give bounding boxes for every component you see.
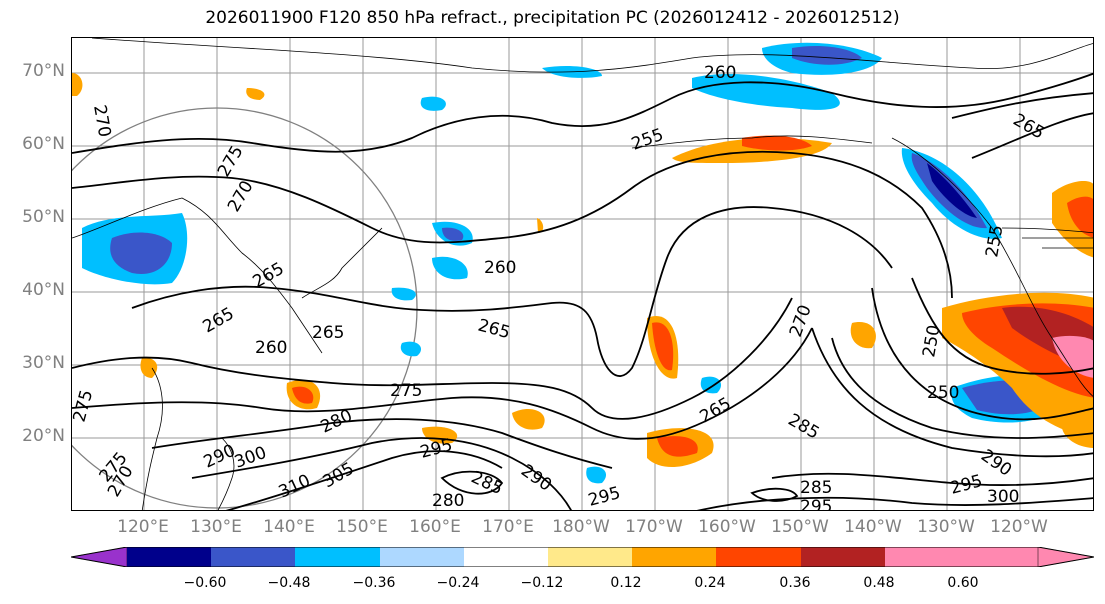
colorbar-segment	[295, 547, 380, 567]
colorbar-segment	[1037, 547, 1094, 567]
lon-label: 150°E	[336, 517, 388, 537]
colorbar-tick: −0.36	[352, 575, 396, 591]
contour-label: 300	[232, 443, 269, 473]
colorbar-segment	[716, 547, 801, 567]
lat-label: 30°N	[22, 353, 65, 373]
contour-label: 265	[312, 323, 344, 343]
contour-label: 310	[276, 471, 314, 503]
lon-label: 170°E	[482, 517, 534, 537]
contour-label: 295	[418, 435, 455, 463]
colorbar-tick: −0.60	[183, 575, 227, 591]
lon-label: 170°W	[625, 517, 683, 537]
contour-label: 270	[224, 177, 258, 215]
colorbar	[71, 547, 1094, 567]
lon-label: 160°W	[698, 517, 756, 537]
contour-label: 300	[987, 487, 1019, 507]
contour-label: 305	[320, 459, 358, 493]
lon-label: 130°W	[917, 517, 975, 537]
lat-label: 70°N	[22, 61, 65, 81]
contour-label: 290	[517, 461, 555, 496]
colorbar-tick: 0.12	[610, 575, 642, 591]
lon-label: 150°W	[771, 517, 829, 537]
contour-label: 275	[214, 142, 248, 180]
contour-labels: 270 260 255 265 275 270 265 260 265 260 …	[72, 63, 1048, 511]
contour-label: 285	[800, 478, 832, 498]
contour-label: 270	[89, 103, 114, 138]
colorbar-segment	[801, 547, 885, 567]
map-canvas: 270 260 255 265 275 270 265 260 265 260 …	[72, 38, 1093, 511]
contour-label: 285	[468, 467, 506, 499]
colorbar-tick: −0.48	[267, 575, 311, 591]
colorbar-tick: 0.24	[694, 575, 726, 591]
lon-label: 130°E	[190, 517, 242, 537]
map-title: 2026011900 F120 850 hPa refract., precip…	[205, 8, 900, 28]
colorbar-segment	[464, 547, 548, 567]
lat-label: 20°N	[22, 426, 65, 446]
lat-label: 60°N	[22, 134, 65, 154]
colorbar-segment	[127, 547, 211, 567]
map-panel: 270 260 255 265 275 270 265 260 265 260 …	[71, 37, 1094, 511]
contour-label: 255	[982, 223, 1007, 258]
contour-label: 275	[390, 381, 422, 401]
contour-label: 265	[476, 316, 513, 344]
lon-label: 140°W	[844, 517, 902, 537]
contour-label: 260	[255, 338, 287, 358]
colorbar-segment	[71, 547, 128, 567]
lon-label: 120°W	[990, 517, 1048, 537]
graticule	[72, 38, 1093, 510]
lon-label: 160°E	[409, 517, 461, 537]
contour-label: 290	[977, 446, 1015, 481]
colorbar-tick: −0.12	[520, 575, 564, 591]
lat-label: 50°N	[22, 207, 65, 227]
contour-label: 260	[704, 63, 736, 83]
colorbar-tick: −0.24	[436, 575, 480, 591]
lat-label: 40°N	[22, 280, 65, 300]
lon-label: 180°W	[552, 517, 610, 537]
colorbar-segment	[380, 547, 464, 567]
colorbar-tick: 0.48	[863, 575, 895, 591]
contour-label: 265	[1010, 110, 1048, 144]
colorbar-segment	[211, 547, 295, 567]
contour-label: 260	[484, 258, 516, 278]
contour-label: 295	[800, 497, 832, 511]
contour-label: 285	[785, 410, 823, 444]
colorbar-tick: 0.36	[779, 575, 811, 591]
lon-label: 120°E	[117, 517, 169, 537]
contour-label: 275	[72, 388, 97, 425]
contour-label: 250	[927, 383, 959, 403]
colorbar-segment	[632, 547, 716, 567]
lon-label: 140°E	[263, 517, 315, 537]
colorbar-segment	[548, 547, 632, 567]
contour-label: 270	[786, 302, 816, 339]
contour-label: 265	[200, 304, 238, 338]
contour-lines	[72, 72, 1093, 510]
contour-label: 295	[586, 483, 623, 511]
contour-label: 280	[432, 491, 464, 511]
contour-label: 295	[948, 471, 985, 499]
contour-label: 255	[629, 125, 666, 155]
coastlines	[72, 38, 1093, 510]
contour-label: 250	[919, 323, 944, 358]
radius-circle	[72, 107, 418, 509]
colorbar-tick: 0.60	[947, 575, 979, 591]
colorbar-segment	[885, 547, 1038, 567]
precip-shading	[72, 42, 1093, 484]
